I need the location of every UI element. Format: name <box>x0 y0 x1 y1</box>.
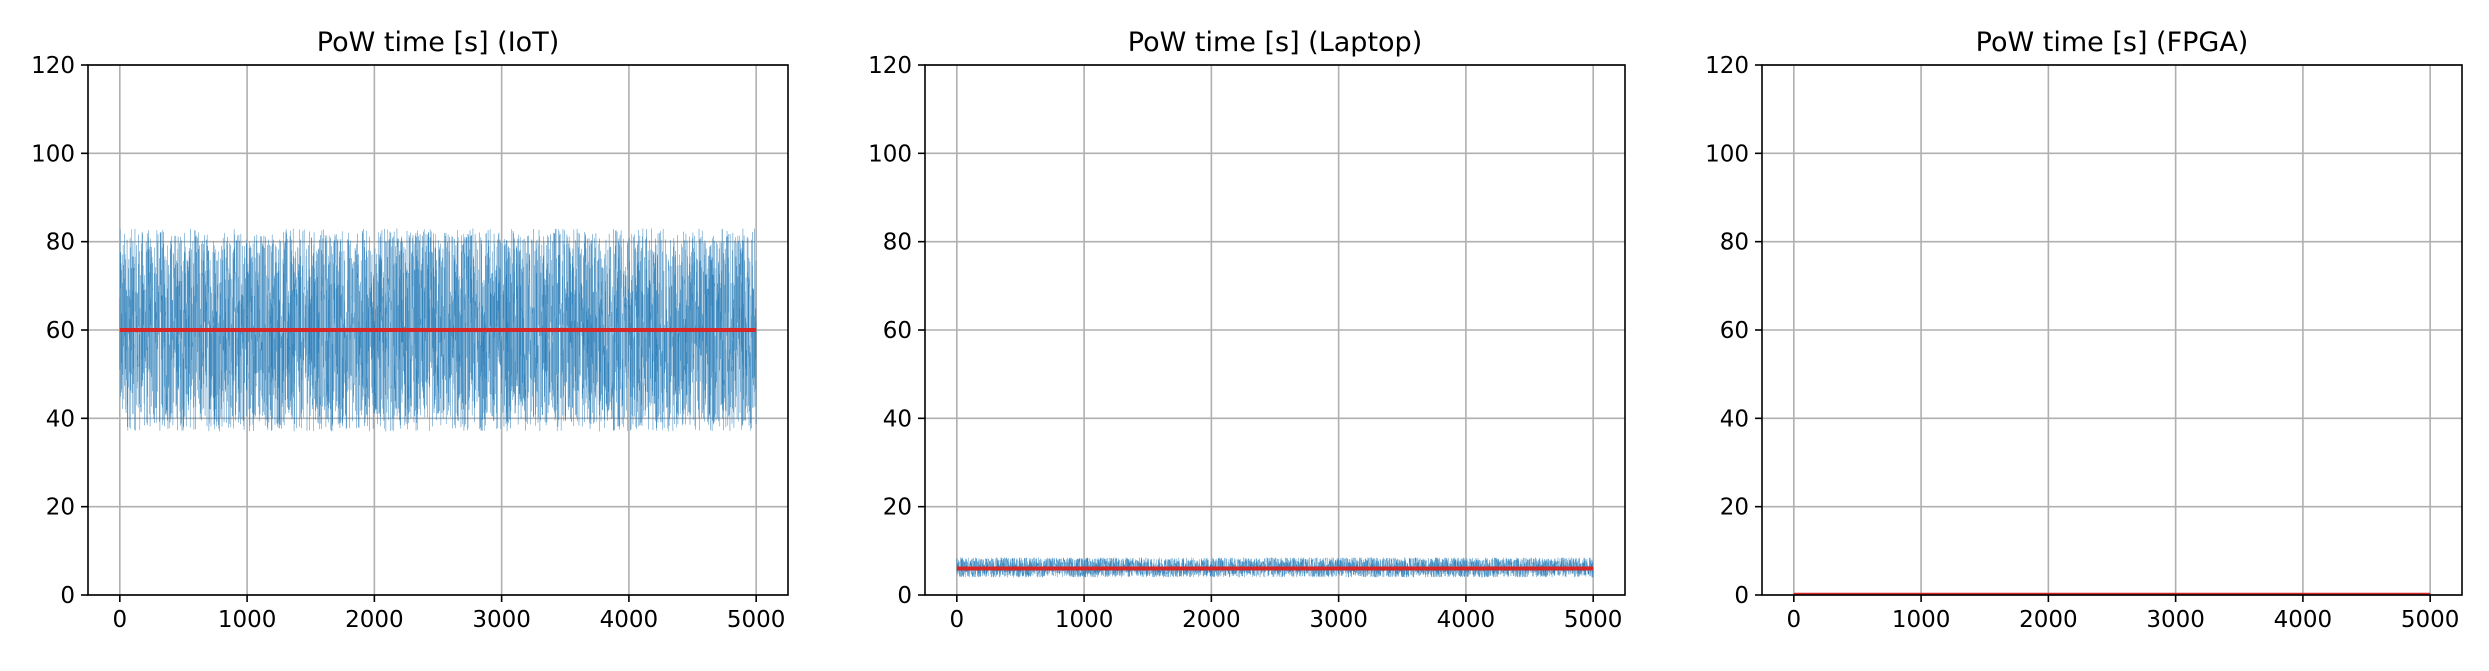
x-tick-label: 3000 <box>472 607 531 633</box>
x-tick-label: 4000 <box>2274 607 2333 633</box>
y-tick-label: 0 <box>897 583 912 609</box>
y-tick-label: 80 <box>883 230 912 256</box>
x-tick-label: 5000 <box>1564 607 1623 633</box>
x-tick-label: 1000 <box>1892 607 1951 633</box>
x-tick-label: 5000 <box>727 607 786 633</box>
x-tick-label: 3000 <box>1309 607 1368 633</box>
y-tick-label: 120 <box>31 53 75 79</box>
y-tick-label: 0 <box>60 583 75 609</box>
x-tick-label: 0 <box>112 607 127 633</box>
series-samples-line <box>119 228 757 432</box>
y-tick-label: 20 <box>1720 495 1749 521</box>
y-tick-label: 20 <box>46 495 75 521</box>
y-tick-label: 20 <box>883 495 912 521</box>
y-tick-label: 80 <box>1720 230 1749 256</box>
x-tick-label: 2000 <box>345 607 404 633</box>
x-tick-label: 5000 <box>2401 607 2460 633</box>
chart-title: PoW time [s] (IoT) <box>317 27 559 58</box>
y-tick-label: 120 <box>868 53 912 79</box>
x-tick-label: 4000 <box>600 607 659 633</box>
chart-panel-1: 0 1000 2000 3000 4000 5000 0 20 40 60 80 100 120 PoW … <box>31 27 789 633</box>
x-tick-label: 2000 <box>2019 607 2078 633</box>
x-tick-label: 1000 <box>218 607 277 633</box>
y-tick-label: 100 <box>868 141 912 167</box>
x-tick-label: 0 <box>1786 607 1801 633</box>
chart-title: PoW time [s] (FPGA) <box>1976 27 2249 58</box>
y-tick-label: 40 <box>883 406 912 432</box>
x-tick-label: 0 <box>949 607 964 633</box>
y-tick-label: 60 <box>46 318 75 344</box>
x-tick-label: 2000 <box>1182 607 1241 633</box>
x-tick-label: 4000 <box>1437 607 1496 633</box>
y-tick-label: 80 <box>46 230 75 256</box>
y-tick-label: 40 <box>46 406 75 432</box>
y-tick-label: 100 <box>1705 141 1749 167</box>
chart-title: PoW time [s] (Laptop) <box>1128 27 1422 58</box>
y-tick-label: 120 <box>1705 53 1749 79</box>
x-tick-label: 3000 <box>2146 607 2205 633</box>
y-tick-label: 60 <box>883 318 912 344</box>
y-tick-label: 100 <box>31 141 75 167</box>
x-tick-label: 1000 <box>1055 607 1114 633</box>
chart-panel-2: 0 1000 2000 3000 4000 5000 0 20 40 60 80 100 120 PoW … <box>868 27 1626 633</box>
y-tick-label: 60 <box>1720 318 1749 344</box>
y-tick-label: 40 <box>1720 406 1749 432</box>
chart-panel-3: 0 1000 2000 3000 4000 5000 0 20 40 60 80 100 120 PoW … <box>1705 27 2463 633</box>
y-tick-label: 0 <box>1734 583 1749 609</box>
